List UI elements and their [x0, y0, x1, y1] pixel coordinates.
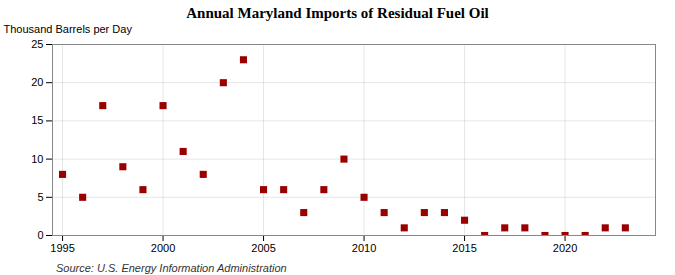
- svg-text:2010: 2010: [352, 242, 376, 254]
- html-text:Source: U.S. Energy Informatio: Source: U.S. Energy Information Administ…: [56, 262, 287, 274]
- svg-text:25: 25: [31, 38, 43, 50]
- svg-text:2015: 2015: [452, 242, 476, 254]
- svg-text:10: 10: [31, 153, 43, 165]
- svg-text:2000: 2000: [151, 242, 175, 254]
- svg-text:2005: 2005: [251, 242, 275, 254]
- svg-text:2020: 2020: [553, 242, 577, 254]
- svg-text:Thousand Barrels per Day: Thousand Barrels per Day: [4, 23, 133, 35]
- svg-text:5: 5: [37, 191, 43, 203]
- svg-text:1995: 1995: [50, 242, 74, 254]
- html-text:Annual Maryland Imports of Res: Annual Maryland Imports of Residual Fuel…: [186, 5, 489, 21]
- svg-text:0: 0: [37, 229, 43, 241]
- svg-text:20: 20: [31, 76, 43, 88]
- svg-text:15: 15: [31, 114, 43, 126]
